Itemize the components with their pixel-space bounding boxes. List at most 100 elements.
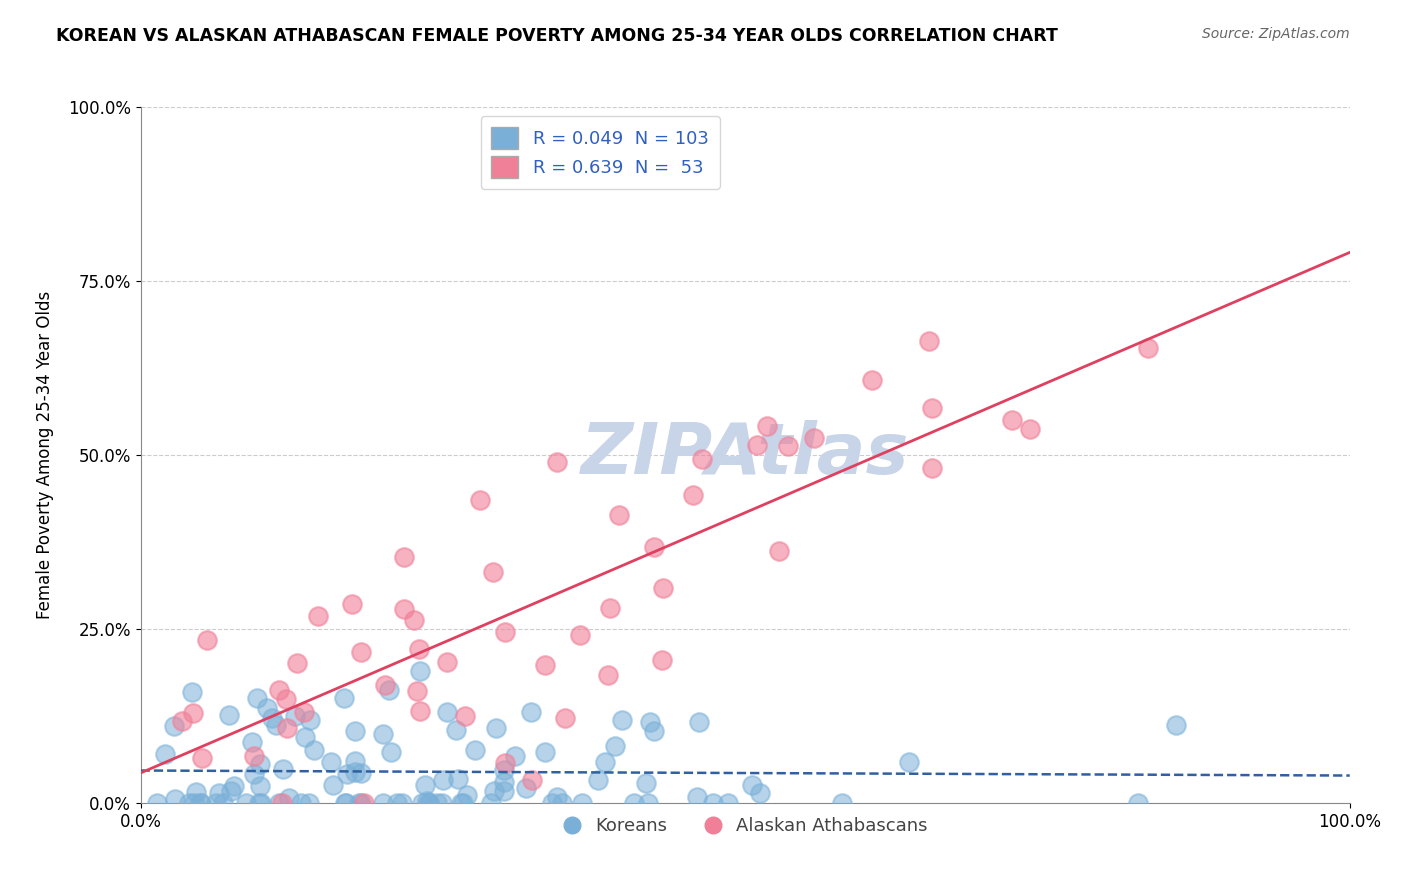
Point [551,796,574,810]
Point [183,796,205,810]
Point [430,796,453,810]
Point [494,625,516,640]
Point [607,508,630,522]
Point [534,745,557,759]
Point [333,796,356,810]
Point [402,613,425,627]
Point [803,431,825,445]
Point [191,751,214,765]
Point [347,796,370,810]
Point [405,683,427,698]
Point [520,705,543,719]
Point [482,565,505,579]
Point [211,796,233,810]
Point [371,727,394,741]
Point [336,767,359,781]
Point [776,439,799,453]
Point [287,656,309,670]
Point [603,739,626,754]
Point [456,788,478,802]
Point [374,678,396,692]
Point [748,786,770,800]
Point [290,796,312,810]
Point [651,653,673,667]
Point [243,767,266,781]
Point [249,779,271,793]
Point [610,713,633,727]
Point [299,713,322,727]
Point [702,796,724,810]
Legend: Koreans, Alaskan Athabascans: Koreans, Alaskan Athabascans [555,810,935,842]
Point [413,778,436,792]
Point [546,789,568,804]
Point [682,488,704,502]
Point [1136,341,1159,355]
Point [533,657,555,672]
Point [350,796,373,810]
Point [184,784,207,798]
Point [249,756,271,771]
Point [541,796,564,810]
Point [515,781,537,796]
Point [494,756,516,770]
Point [520,773,543,788]
Point [180,684,202,698]
Point [634,775,657,789]
Point [302,743,325,757]
Point [568,628,591,642]
Point [921,401,943,416]
Point [921,460,943,475]
Point [755,418,778,433]
Y-axis label: Female Poverty Among 25-34 Year Olds: Female Poverty Among 25-34 Year Olds [37,291,53,619]
Point [464,743,486,757]
Point [378,682,401,697]
Point [190,796,212,810]
Point [599,600,621,615]
Point [768,544,790,558]
Point [479,796,502,810]
Point [344,754,367,768]
Point [250,796,273,810]
Point [319,755,342,769]
Point [418,796,440,810]
Point [426,796,449,810]
Point [411,796,433,810]
Point [436,705,458,719]
Point [183,706,205,720]
Point [444,723,467,737]
Point [292,705,315,719]
Point [271,762,294,776]
Point [470,492,492,507]
Point [269,682,291,697]
Point [546,454,568,468]
Point [745,438,768,452]
Point [409,704,432,718]
Point [598,668,620,682]
Point [380,745,402,759]
Point [267,796,290,810]
Point [450,796,472,810]
Point [307,609,329,624]
Point [484,784,506,798]
Point [408,642,430,657]
Point [385,796,408,810]
Point [643,540,665,554]
Point [686,789,709,804]
Point [208,786,231,800]
Point [262,711,284,725]
Point [322,779,344,793]
Point [344,723,367,738]
Point [245,691,267,706]
Point [860,373,883,387]
Point [298,796,321,810]
Point [1001,412,1024,426]
Point [643,723,665,738]
Point [235,796,257,810]
Point [898,755,921,769]
Point [276,721,298,735]
Point [554,710,576,724]
Point [391,796,413,810]
Point [218,708,240,723]
Point [350,645,373,659]
Point [284,709,307,723]
